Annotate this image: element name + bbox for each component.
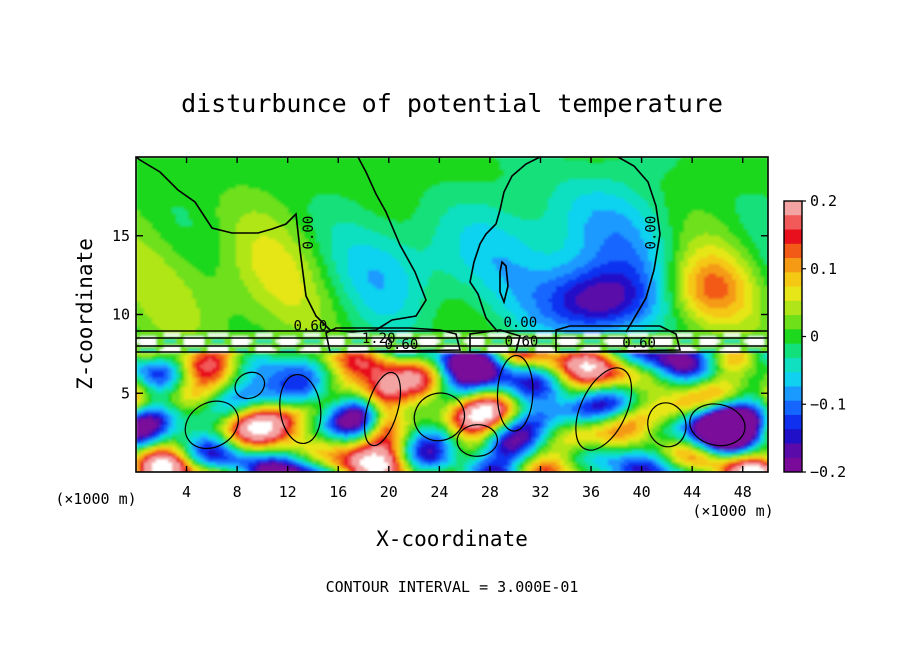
- zero-contour-left: [136, 157, 427, 333]
- x-tick-label: 32: [531, 483, 549, 501]
- y-axis-ticks: 5 10 15: [112, 227, 768, 402]
- colorbar-swatch: [784, 201, 802, 216]
- cloud-block-left: [325, 327, 462, 353]
- contour-swirl: [279, 373, 322, 445]
- colorbar-tick-label: 0: [810, 328, 819, 346]
- colorbar-swatch: [784, 272, 802, 288]
- x-tick-label: 28: [481, 483, 499, 501]
- x-tick-label: 44: [683, 483, 701, 501]
- colorbar-tick-label: 0.1: [810, 260, 837, 278]
- contour-swirl: [496, 354, 534, 432]
- colorbar-tick-label: 0.2: [810, 192, 837, 210]
- x-tick-label: 12: [279, 483, 297, 501]
- chart-title: disturbunce of potential temperature: [181, 89, 723, 118]
- colorbar-swatch: [784, 229, 802, 245]
- contour-swirl: [647, 402, 687, 448]
- contour-label: 0.00: [644, 216, 660, 250]
- colorbar-tick-label: −0.1: [810, 395, 846, 413]
- colorbar-swatch: [784, 443, 802, 459]
- small-contour-loop: [499, 260, 509, 305]
- contour-swirl: [689, 403, 746, 447]
- contour-swirl: [575, 367, 633, 451]
- contour-label: 0.60: [294, 318, 328, 334]
- colorbar-swatch: [784, 414, 802, 430]
- y-tick-label: 15: [112, 227, 130, 245]
- y-axis-title: Z-coordinate: [73, 238, 97, 390]
- x-tick-label: 20: [380, 483, 398, 501]
- x-axis-ticks: 4 8 12 16 20 24 28 32 36 40 44 48: [182, 157, 752, 501]
- contour-swirl: [363, 371, 402, 447]
- colorbar-swatch: [784, 357, 802, 373]
- cloud-block-mid: [469, 329, 521, 353]
- colorbar-swatch: [784, 215, 802, 231]
- x-tick-label: 4: [182, 483, 191, 501]
- x-tick-label: 24: [430, 483, 448, 501]
- contour-label: 0.00: [301, 216, 317, 250]
- colorbar-swatch: [784, 386, 802, 402]
- colorbar-swatch: [784, 243, 802, 259]
- contour-label: 0.60: [385, 337, 419, 353]
- colorbar-swatch: [784, 429, 802, 444]
- contour-lines: [136, 157, 768, 457]
- contour-label: 1.20: [362, 331, 396, 347]
- contour-swirl: [456, 424, 499, 457]
- contour-swirl: [184, 400, 239, 450]
- zero-contour-right: [469, 157, 661, 333]
- contour-interval: CONTOUR INTERVAL = 3.000E-01: [326, 578, 579, 596]
- colorbar-swatch: [784, 400, 802, 416]
- colorbar-swatch: [784, 329, 802, 345]
- x-axis-title: X-coordinate: [376, 527, 528, 551]
- x-tick-label: 40: [633, 483, 651, 501]
- contour-label: 0.60: [622, 336, 656, 352]
- contour-swirl: [413, 392, 466, 442]
- x-unit-label-right: (×1000 m): [692, 502, 773, 520]
- contour-swirl: [234, 371, 266, 400]
- lower-contour-swirls: [184, 354, 746, 457]
- colorbar-swatch: [784, 258, 802, 273]
- colorbar-swatch: [784, 300, 802, 316]
- contour-label: 0.00: [503, 315, 537, 331]
- y-tick-label: 10: [112, 306, 130, 324]
- colorbar-tick-label: −0.2: [810, 463, 846, 481]
- x-unit-label-left: (×1000 m): [55, 490, 136, 508]
- contour-labels: 0.00 0.000.60 0.001.200.60 0.60 0.60: [294, 216, 660, 353]
- colorbar: 0.2 0.1 0 −0.1 −0.2: [783, 192, 846, 481]
- x-tick-label: 16: [329, 483, 347, 501]
- cloud-block-right: [555, 325, 682, 353]
- heatmap-field: [136, 157, 768, 472]
- colorbar-swatch: [784, 372, 802, 387]
- colorbar-swatch: [784, 315, 802, 330]
- x-tick-label: 8: [233, 483, 242, 501]
- y-tick-label: 5: [121, 384, 130, 402]
- x-tick-label: 48: [734, 483, 752, 501]
- contour-label: 0.60: [505, 334, 539, 350]
- colorbar-swatch: [784, 457, 802, 473]
- colorbar-swatch: [784, 286, 802, 302]
- x-tick-label: 36: [582, 483, 600, 501]
- colorbar-swatch: [784, 343, 802, 359]
